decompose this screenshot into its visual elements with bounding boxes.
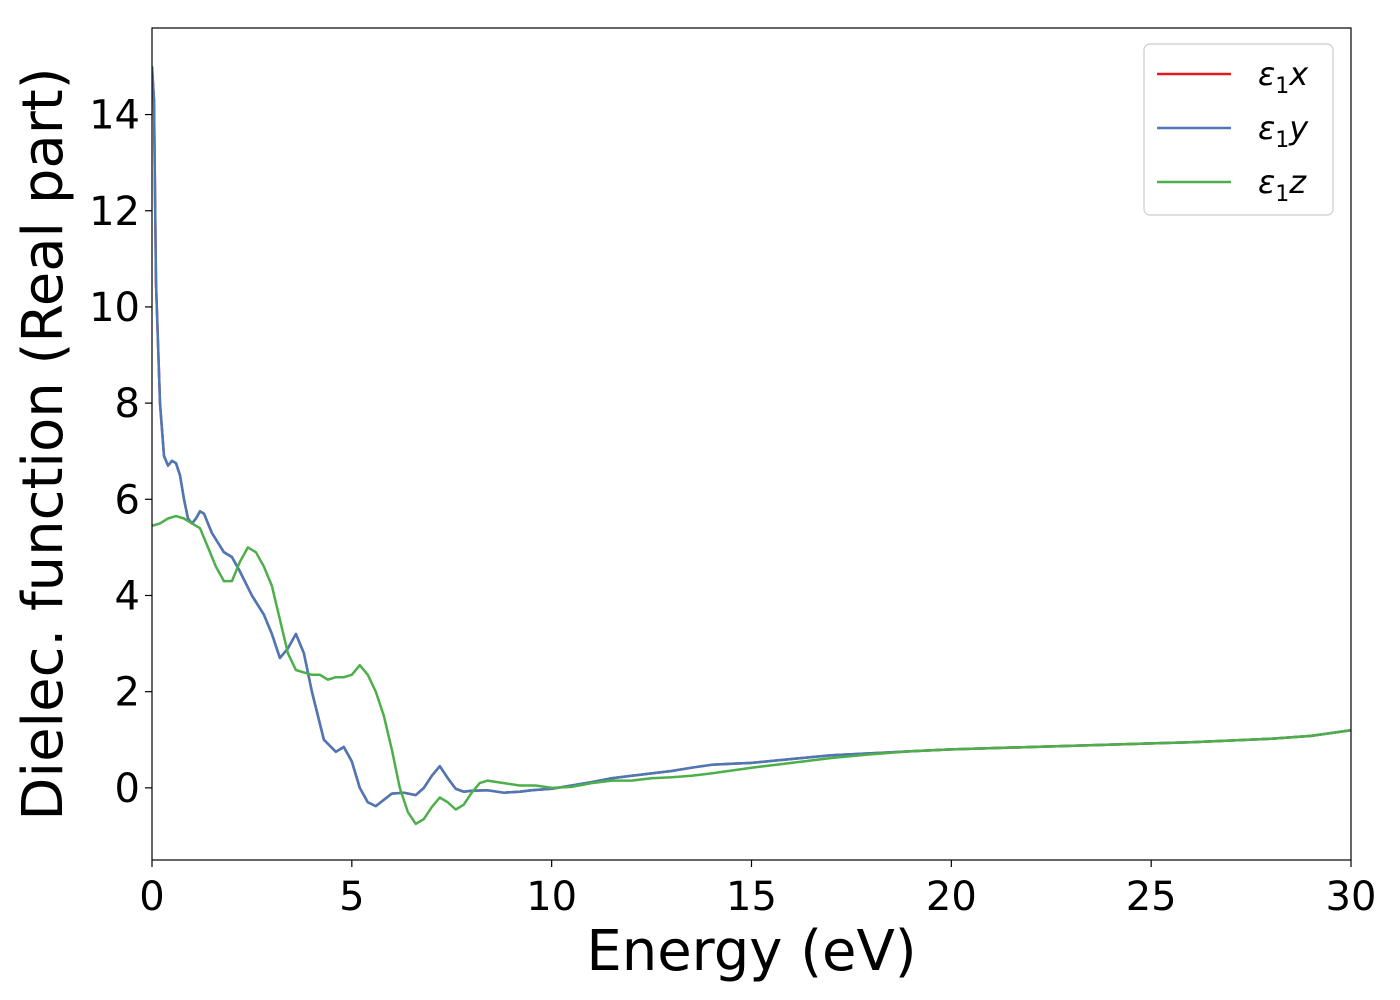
y-tick-label: 8 — [115, 381, 140, 427]
x-axis-title: Energy (eV) — [586, 919, 916, 984]
y-tick-label: 12 — [89, 189, 140, 235]
series-line-z — [152, 514, 1351, 826]
x-tick-label: 20 — [926, 874, 977, 920]
x-tick-label: 15 — [726, 874, 777, 920]
legend-label-x: ε1x — [1258, 55, 1309, 99]
y-tick-label: 2 — [115, 670, 140, 716]
y-tick-label: 10 — [89, 285, 140, 331]
y-tick-label: 0 — [115, 766, 140, 812]
series-line-y — [152, 66, 1351, 808]
y-axis-ticks: 0 2 4 6 8 10 12 14 — [89, 93, 152, 812]
x-tick-label: 25 — [1126, 874, 1177, 920]
y-tick-label: 4 — [115, 573, 140, 619]
x-axis-ticks: 0 5 10 15 20 25 30 — [139, 860, 1376, 920]
x-tick-label: 0 — [139, 874, 164, 920]
legend: ε1x ε1y ε1z — [1143, 43, 1334, 216]
x-tick-label: 30 — [1326, 874, 1377, 920]
x-tick-label: 10 — [526, 874, 577, 920]
y-axis-title: Dielec. function (Real part) — [11, 67, 76, 820]
y-tick-label: 14 — [89, 93, 140, 139]
plot-lines — [152, 66, 1351, 826]
y-tick-label: 6 — [115, 477, 140, 523]
legend-label-y: ε1y — [1258, 109, 1309, 153]
legend-label-z: ε1z — [1258, 163, 1307, 207]
legend-box — [1143, 43, 1334, 216]
x-tick-label: 5 — [339, 874, 364, 920]
